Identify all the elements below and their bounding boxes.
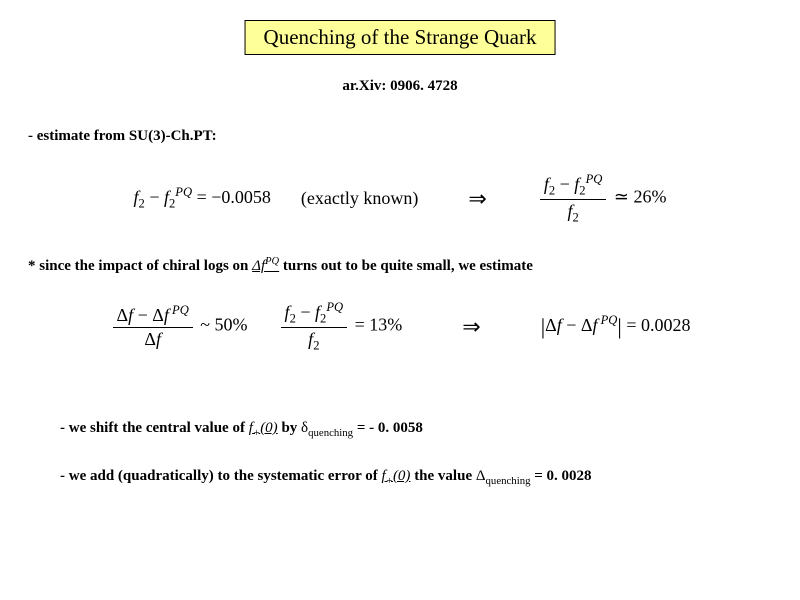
implies-icon: ⇒: [462, 314, 480, 340]
implies-icon: ⇒: [468, 186, 486, 212]
sub-plus: +: [386, 475, 393, 487]
line4-mid: the value: [410, 468, 475, 484]
eq1-lhs: f2 − f2PQ = −0.0058: [134, 185, 271, 212]
arxiv-ref: ar.Xiv: 0906. 4728: [0, 78, 800, 95]
estimate-line: - estimate from SU(3)-Ch.PT:: [28, 128, 217, 145]
eq1-rhs: f2 − f2PQ f2 ≃ 26%: [537, 172, 667, 225]
page-title: Quenching of the Strange Quark: [264, 25, 537, 49]
eq1-value: −0.0058: [211, 187, 271, 207]
shift-central-line: - we shift the central value of f+(0) by…: [60, 420, 423, 439]
eq1-rhs-value: 26%: [633, 187, 666, 207]
line3-eq: = - 0. 0058: [353, 420, 423, 436]
line3-pre: - we shift the central value of: [60, 420, 249, 436]
equation-2: Δf − Δf PQ Δf ~ 50% f2 − f2PQ f2 = 13% ⇒…: [0, 300, 800, 353]
chiral-log-line: * since the impact of chiral logs on ΔfP…: [28, 256, 533, 275]
eq2-a-value: 50%: [215, 315, 248, 335]
arg-zero: (0): [260, 420, 278, 436]
sub-2: 2: [139, 197, 145, 211]
eq2-b-value: 13%: [369, 315, 402, 335]
eq1-note: (exactly known): [301, 188, 418, 209]
add-syst-line: - we add (quadratically) to the systemat…: [60, 468, 592, 487]
equation-1: f2 − f2PQ = −0.0058 (exactly known) ⇒ f2…: [0, 172, 800, 225]
line4-pre: - we add (quadratically) to the systemat…: [60, 468, 381, 484]
line3-mid: by: [278, 420, 301, 436]
sub-quenching: quenching: [308, 427, 353, 439]
line2-pre: * since the impact of chiral logs on: [28, 258, 252, 274]
delta-f-sym: Δf: [252, 258, 265, 274]
line2-post: turns out to be quite small, we estimate: [279, 258, 533, 274]
delta-f-sup: PQ: [265, 256, 279, 267]
eq2-rhs: |Δf − Δf PQ| = 0.0028: [541, 313, 691, 340]
eq2-b: f2 − f2PQ f2 = 13%: [278, 300, 403, 353]
eq2-rhs-value: 0.0028: [641, 315, 691, 335]
arg-zero: (0): [393, 468, 411, 484]
sup-pq: PQ: [175, 185, 192, 199]
sub-quenching: quenching: [486, 475, 531, 487]
big-delta-sym: Δ: [476, 468, 486, 484]
line4-eq: = 0. 0028: [531, 468, 592, 484]
eq2-a: Δf − Δf PQ Δf ~ 50%: [110, 303, 248, 349]
title-box: Quenching of the Strange Quark: [245, 20, 556, 55]
